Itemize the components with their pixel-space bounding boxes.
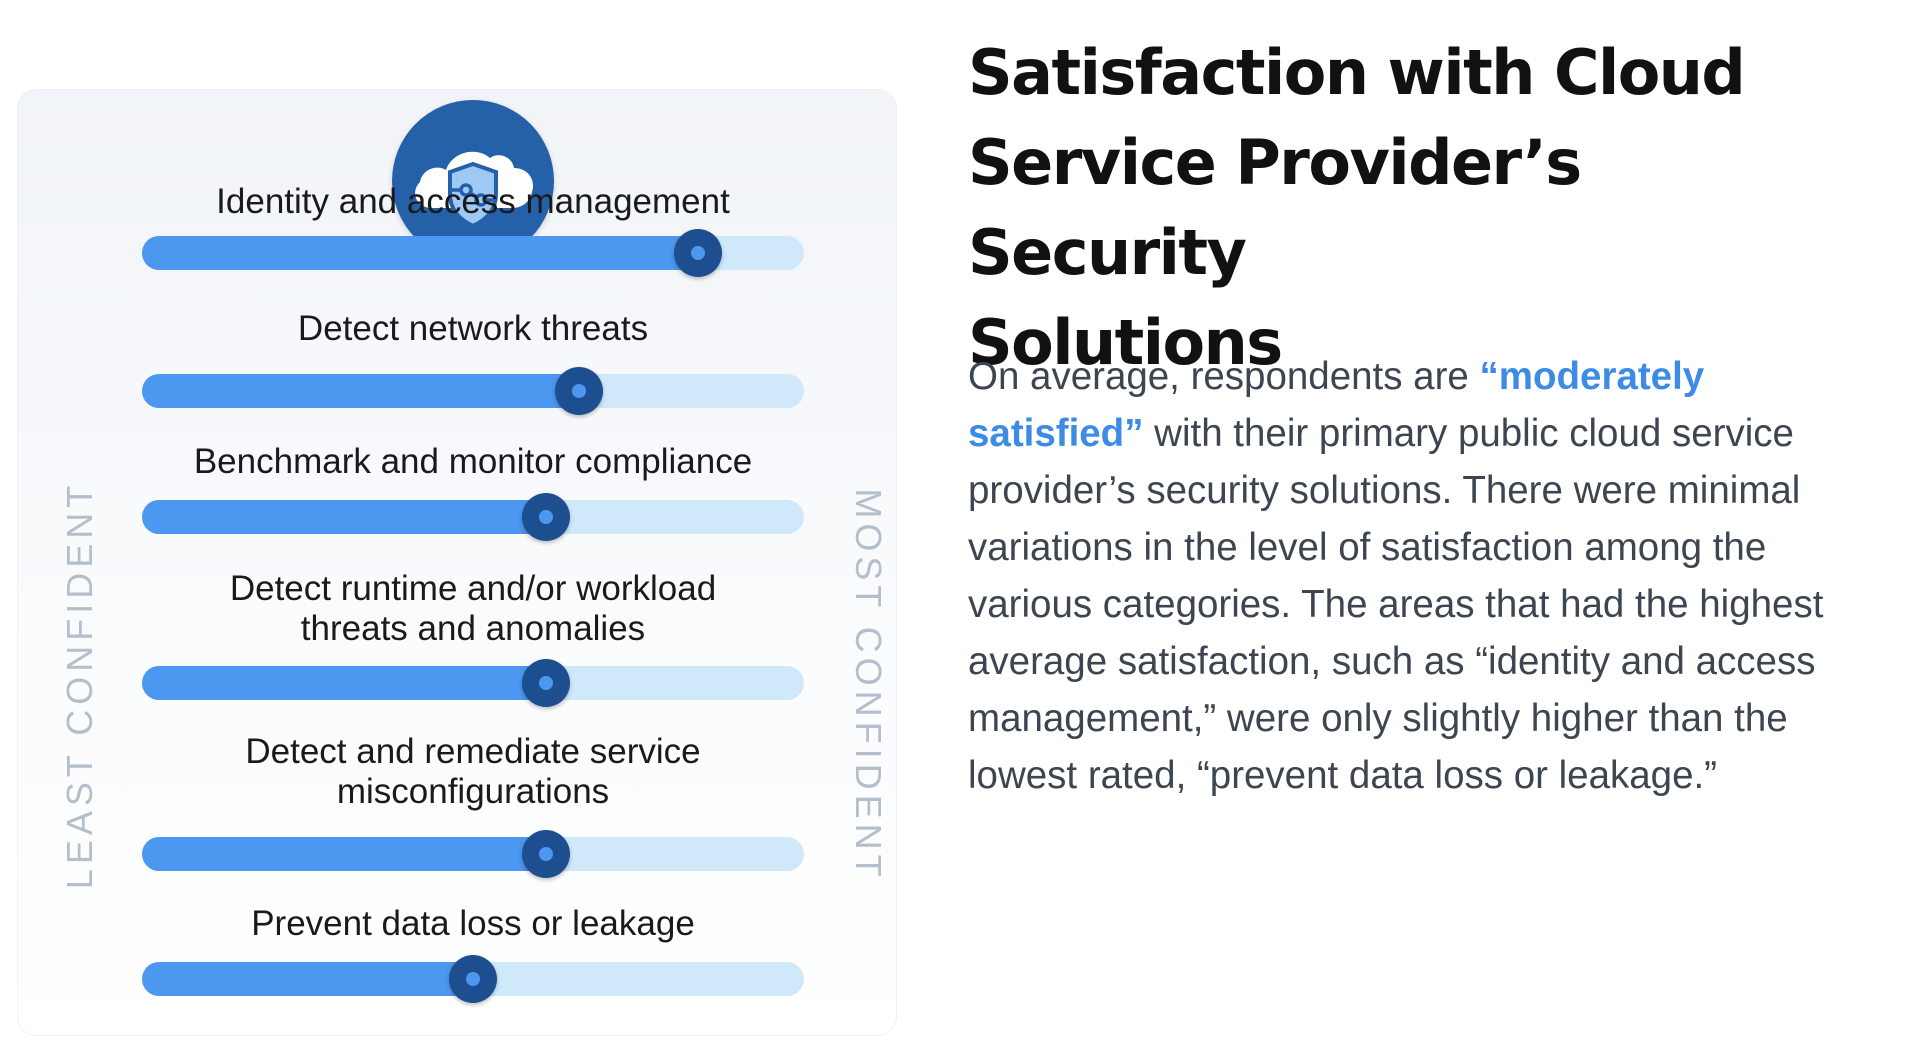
bar-fill <box>142 666 570 700</box>
bar-marker <box>521 830 570 878</box>
bar-label: Detect runtime and/or workload threats an… <box>142 569 804 649</box>
satisfaction-chart-card: LEAST CONFIDENT MOST CONFIDENT Identity … <box>18 90 896 1035</box>
description-paragraph: On average, respondents are “moderately … <box>968 348 1878 804</box>
bar-fill <box>142 374 603 408</box>
title-line: Solutions <box>968 306 1283 379</box>
bar-fill <box>142 837 570 871</box>
bar-label-line: Detect network threats <box>297 309 649 348</box>
title-line: Satisfaction with Cloud <box>968 36 1746 109</box>
bar-label: Detect network threats <box>142 309 804 349</box>
bar-label-line: Detect and remediate service <box>245 732 701 771</box>
bar-track <box>142 229 804 277</box>
bar-label: Benchmark and monitor compliance <box>142 442 804 482</box>
bar-marker <box>449 955 497 1003</box>
body-text-segment: On average, respondents are <box>968 355 1480 398</box>
title-line: Service Provider’s Security <box>968 126 1582 289</box>
body-line: various categories. The areas that had t… <box>968 583 1824 626</box>
bar-fill <box>142 500 570 534</box>
bar-label: Identity and access management <box>142 182 804 222</box>
body-line: On average, respondents are “moderately <box>968 348 1878 405</box>
bar-label: Detect and remediate service misconfigura… <box>142 732 804 812</box>
most-confident-label: MOST CONFIDENT <box>848 488 889 882</box>
cloud-shield-icon <box>392 100 554 262</box>
bar-marker <box>521 493 570 541</box>
bar-label-line: threats and anomalies <box>300 609 646 648</box>
bar-label-line: misconfigurations <box>336 772 610 811</box>
bar-label: Prevent data loss or leakage <box>142 904 804 944</box>
bar-label-line: Benchmark and monitor compliance <box>193 442 753 481</box>
body-text-segment: with their primary public cloud service <box>1143 412 1794 455</box>
body-line: lowest rated, “prevent data loss or leak… <box>968 754 1718 797</box>
bar-marker <box>554 367 603 415</box>
least-confident-label: LEAST CONFIDENT <box>59 480 100 890</box>
bar-track <box>142 493 804 541</box>
highlight-text: “moderately <box>1479 355 1705 398</box>
bar-label-line: Prevent data loss or leakage <box>251 904 695 943</box>
body-line: provider’s security solutions. There wer… <box>968 469 1801 512</box>
bar-fill <box>142 236 723 270</box>
body-line: variations in the level of satisfaction … <box>968 526 1767 569</box>
body-line: average satisfaction, such as “identity … <box>968 640 1816 683</box>
highlight-text: satisfied” <box>968 412 1144 455</box>
bar-marker <box>521 659 570 707</box>
bar-track <box>142 367 804 415</box>
page-title: Satisfaction with Cloud Service Provider… <box>968 28 1868 388</box>
bar-track <box>142 955 804 1003</box>
bar-fill <box>142 962 497 996</box>
bar-label-line: Detect runtime and/or workload <box>229 569 717 608</box>
bar-track <box>142 659 804 707</box>
body-line: satisfied” with their primary public clo… <box>968 405 1878 462</box>
bar-marker <box>674 229 723 277</box>
bar-label-line: Identity and access management <box>216 182 730 221</box>
body-line: management,” were only slightly higher t… <box>968 697 1788 740</box>
bar-track <box>142 830 804 878</box>
